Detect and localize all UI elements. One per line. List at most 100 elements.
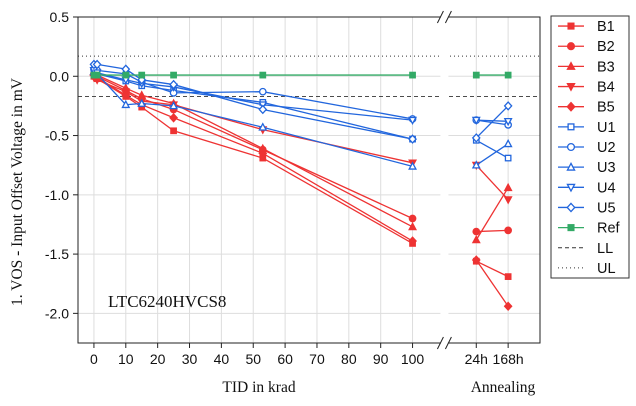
- point-b2: [504, 226, 512, 235]
- legend-label: U5: [597, 200, 616, 216]
- legend-item-u5: U5: [558, 200, 616, 216]
- legend-item-u3: U3: [558, 160, 616, 176]
- point-u2: [258, 87, 267, 96]
- point-u5: [258, 104, 268, 115]
- legend-item-b3: B3: [558, 59, 615, 75]
- legend-label: B5: [597, 100, 615, 116]
- axis-break-bottom-gap: [440, 337, 448, 349]
- legend-label: LL: [597, 241, 613, 257]
- x-tick-label: 30: [182, 351, 198, 367]
- point-u3: [503, 138, 513, 148]
- y-tick-label: -1.5: [45, 246, 69, 262]
- legend-label: B2: [597, 39, 615, 55]
- point-ref: [138, 71, 146, 79]
- point-u3: [121, 99, 131, 109]
- point-u5: [92, 59, 102, 70]
- point-b2: [472, 227, 481, 236]
- legend-item-u4: U4: [558, 180, 616, 196]
- legend-marker: [567, 123, 575, 131]
- series-line-u3: [475, 143, 509, 166]
- point-b5: [408, 236, 417, 246]
- point-u3: [471, 160, 481, 169]
- x-tick-label: 10: [118, 351, 134, 367]
- point-ref: [472, 71, 480, 79]
- axis-break-mark: [444, 10, 452, 24]
- y-tick-label: 0.5: [50, 9, 70, 25]
- point-b1: [170, 127, 177, 135]
- point-ref: [93, 71, 101, 79]
- point-b3: [137, 90, 147, 99]
- point-u4: [471, 116, 481, 126]
- series-line-u4: [476, 119, 509, 122]
- axis-break-top-gap: [440, 11, 448, 23]
- x-tick-label: 60: [277, 351, 293, 367]
- point-u3: [137, 98, 147, 107]
- axis-ticks: 0.5 0.0 -0.5 -1.0 -1.5 -2.0 0 10 20 30 40 50 60 70 80 9…: [45, 9, 524, 367]
- point-ref: [259, 71, 267, 79]
- legend-marker: [566, 162, 576, 171]
- point-b5: [121, 90, 131, 101]
- legend-marker: [566, 42, 576, 51]
- legend-label: B1: [597, 19, 615, 35]
- legend-label: Ref: [597, 221, 621, 237]
- legend-marker: [567, 224, 575, 232]
- x-tick-label: 70: [309, 351, 325, 367]
- x-tick-label: 24h: [465, 351, 488, 367]
- legend-marker: [566, 101, 576, 112]
- point-b3: [471, 234, 481, 244]
- legend-label: U2: [597, 140, 616, 156]
- legend-item-b1: B1: [558, 19, 615, 35]
- point-b5: [503, 301, 513, 312]
- point-u3: [169, 101, 179, 110]
- legend-marker: [566, 82, 576, 92]
- legend-label: B3: [597, 59, 615, 75]
- x-tick-label: 80: [341, 351, 357, 367]
- plot-border: [77, 16, 541, 344]
- point-b5: [169, 112, 178, 123]
- point-ref: [409, 71, 416, 79]
- series-line-u1: [475, 139, 509, 159]
- legend-item-ref: Ref: [558, 221, 621, 237]
- legend-item-u2: U2: [558, 140, 616, 156]
- x-tick-label: 168h: [493, 351, 524, 367]
- x-axis-label-annealing: Annealing: [471, 379, 536, 396]
- legend-item-b5: B5: [558, 100, 615, 116]
- axis-break-gap: [440, 11, 449, 349]
- point-b3: [408, 221, 417, 231]
- legend-label: U3: [597, 160, 616, 176]
- legend-label: U4: [597, 180, 616, 196]
- point-b5: [471, 255, 481, 265]
- legend-item-b2: B2: [558, 39, 615, 55]
- legend-item-u1: U1: [558, 120, 616, 136]
- x-tick-label: 20: [150, 351, 166, 367]
- series-line-b3: [475, 187, 509, 241]
- point-ref: [122, 71, 130, 79]
- plot-frame: [77, 10, 541, 350]
- legend-item-ul: UL: [558, 261, 616, 277]
- x-tick-label: 100: [401, 351, 425, 367]
- point-b5: [258, 148, 268, 159]
- series-line-b5: [475, 259, 509, 307]
- axis-break-mark: [436, 10, 444, 24]
- axis-break-mark: [436, 336, 444, 350]
- point-ref: [170, 71, 177, 79]
- point-u4: [503, 117, 513, 127]
- point-u5: [471, 133, 481, 143]
- series-line-b1: [475, 260, 509, 278]
- point-b1: [504, 273, 512, 280]
- legend-marker: [566, 183, 576, 193]
- legend: B1 B2 B3 B4 B5 U1 U2 U3 U4 U5 Ref LL UL: [550, 15, 630, 279]
- point-u3: [408, 161, 417, 170]
- legend-item-b4: B4: [558, 80, 615, 96]
- legend-marker: [566, 202, 576, 213]
- chart-annotation: LTC6240HVCS8: [108, 292, 226, 311]
- limit-lines: [78, 55, 540, 97]
- legend-marker: [567, 22, 575, 30]
- y-tick-label: 0.0: [50, 68, 70, 84]
- legend-marker: [566, 61, 576, 70]
- point-ref: [504, 71, 512, 79]
- series-ref: [90, 71, 512, 79]
- point-u5: [169, 79, 178, 90]
- y-tick-label: -1.0: [45, 187, 69, 203]
